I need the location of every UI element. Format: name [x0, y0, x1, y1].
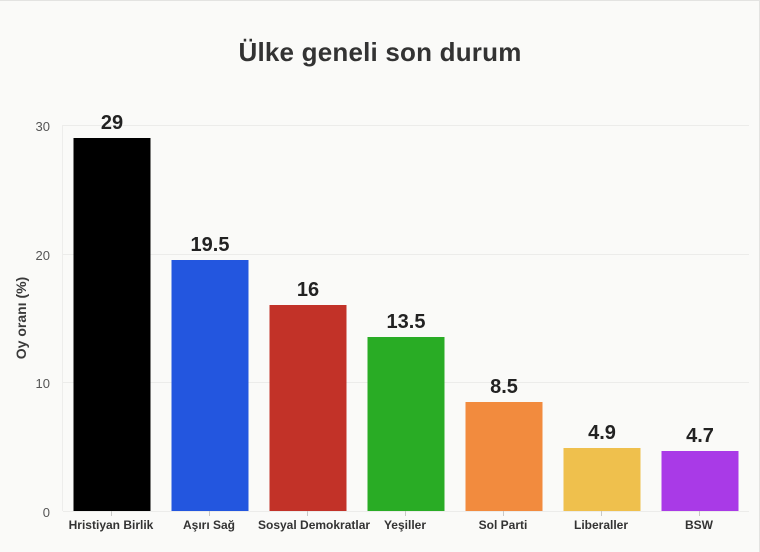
- bar-value-label-3: 13.5: [386, 311, 426, 334]
- chart-title: Ülke geneli son durum: [238, 37, 522, 67]
- bar-5: [563, 447, 641, 511]
- bar-column-0: 29: [63, 112, 161, 511]
- y-tick-label-10: 10: [35, 376, 50, 392]
- bar-value-label-1: 19.5: [190, 234, 230, 257]
- bar-0: [73, 137, 151, 511]
- y-axis-ticks: 0 10 20 30: [0, 119, 56, 520]
- x-axis-label-5: Liberaller: [573, 518, 629, 532]
- x-axis-label-0: Hristiyan Birlik: [68, 518, 154, 532]
- bar-column-3: 13.5: [357, 125, 455, 511]
- x-axis-label-1: Aşırı Sağ: [182, 518, 236, 532]
- bar-1: [171, 260, 249, 511]
- x-axis-tick-1: [209, 511, 210, 516]
- y-tick-label-30: 30: [35, 119, 50, 134]
- bar-column-1: 19.5: [161, 125, 259, 511]
- bar-value-label-6: 4.7: [686, 424, 714, 447]
- gridline-0: [63, 511, 749, 512]
- x-axis-tick-0: [111, 511, 112, 516]
- bar-value-label-5: 4.9: [588, 421, 616, 444]
- x-axis-label-6: BSW: [685, 518, 713, 532]
- gridline-20: [63, 253, 749, 255]
- bar-2: [269, 305, 347, 511]
- bar-4: [465, 401, 543, 511]
- bar-value-label-0: 29: [100, 111, 124, 134]
- plot-area: 29 19.5 16 13.5 8.5 4.9 4.7: [62, 112, 749, 512]
- bar-column-2: 16: [259, 125, 357, 511]
- y-tick-label-0: 0: [42, 505, 50, 520]
- x-axis-label-3: Yeşiller: [383, 518, 427, 532]
- x-axis-tick-5: [601, 511, 602, 516]
- bar-column-4: 8.5: [455, 125, 553, 511]
- bar-3: [367, 337, 445, 511]
- x-axis-labels: Hristiyan Birlik Aşırı Sağ Sosyal Demokrat…: [62, 518, 748, 538]
- bar-value-label-4: 8.5: [490, 375, 518, 398]
- y-tick-label-20: 20: [35, 247, 50, 263]
- bar-6: [661, 450, 739, 511]
- gridline-30: [63, 125, 749, 126]
- x-axis-tick-3: [405, 511, 406, 516]
- bar-value-label-2: 16: [296, 279, 320, 302]
- x-axis-tick-6: [699, 511, 700, 516]
- x-axis-label-2: Sosyal Demokratlar: [258, 518, 371, 532]
- x-axis-tick-4: [503, 511, 504, 516]
- bar-column-6: 4.7: [651, 125, 749, 511]
- x-axis-label-4: Sol Parti: [478, 518, 528, 532]
- x-axis-tick-2: [307, 511, 308, 516]
- bar-column-5: 4.9: [553, 125, 651, 511]
